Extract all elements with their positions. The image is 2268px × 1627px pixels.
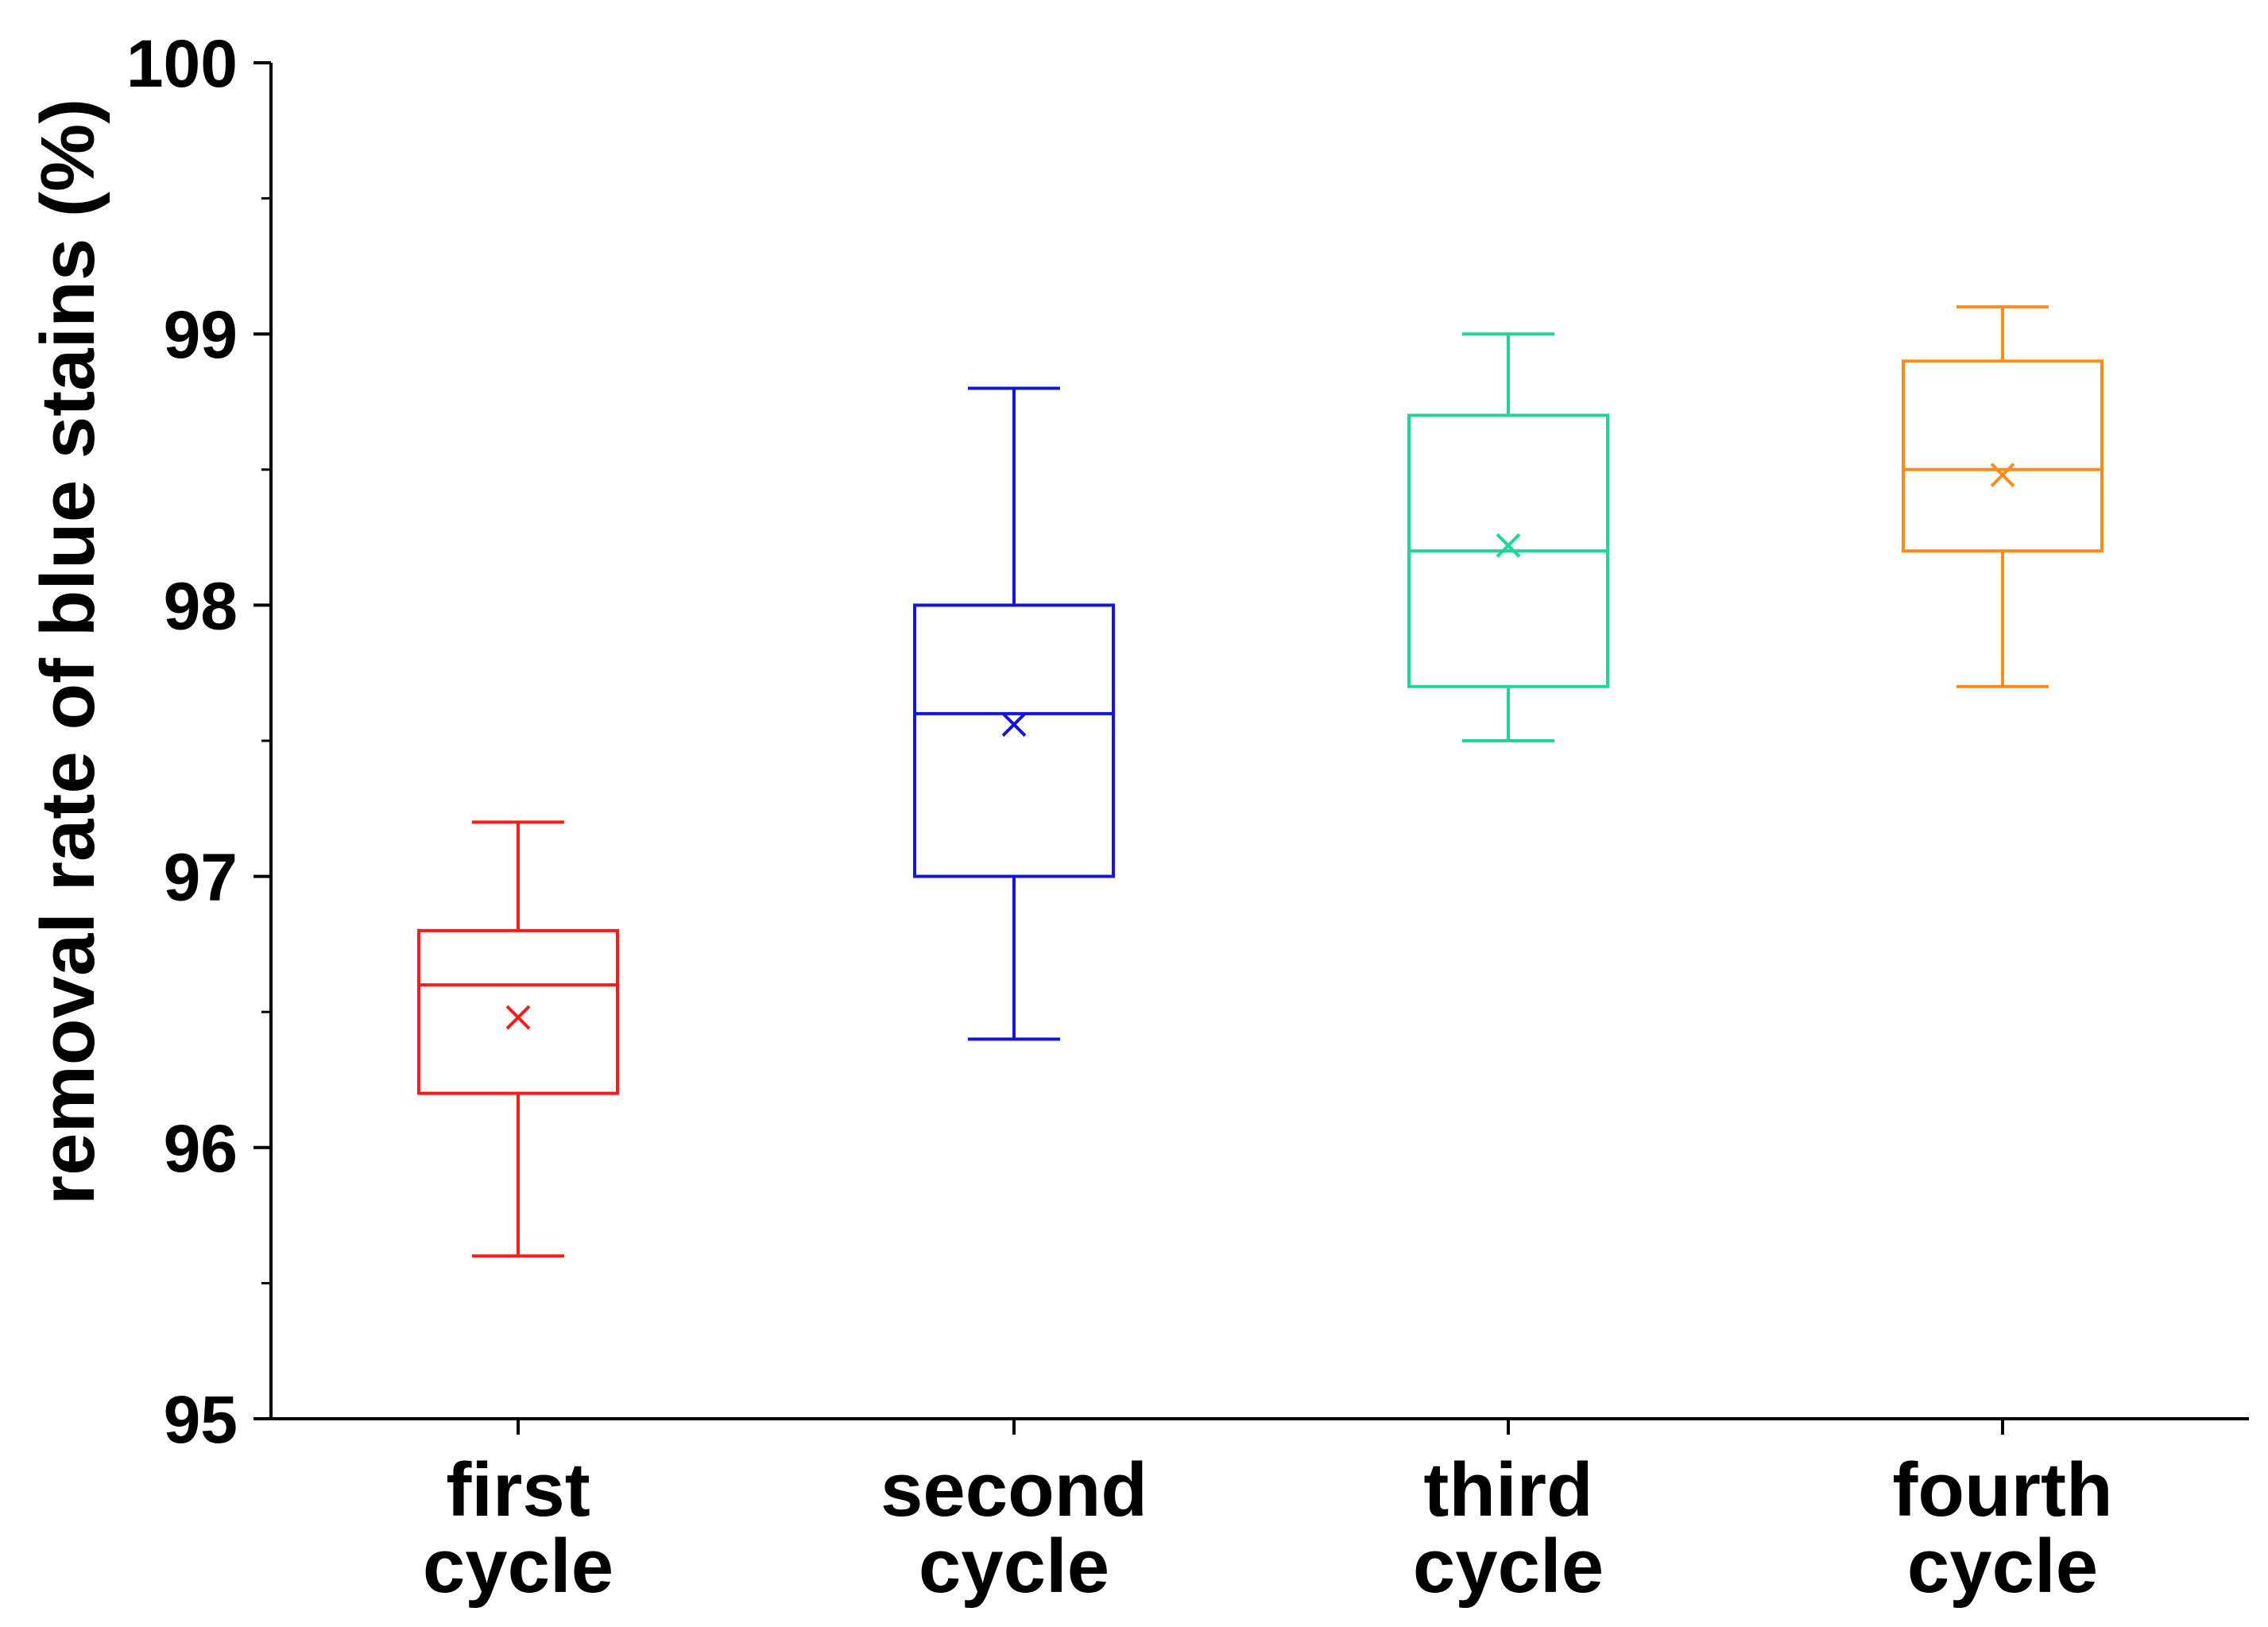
x-tick-label: cycle [423, 1524, 613, 1609]
mean-marker-stroke [1001, 712, 1027, 737]
y-tick-label: 96 [164, 1111, 238, 1186]
mean-marker [1496, 533, 1521, 558]
iqr-box [913, 603, 1115, 878]
x-tick-label: first [446, 1447, 590, 1532]
mean-marker [505, 1005, 531, 1030]
x-tick-label: fourth [1892, 1447, 2112, 1532]
y-tick-label: 99 [164, 297, 238, 372]
mean-marker-stroke [505, 1005, 531, 1030]
axes: 9596979899100firstcyclesecondcyclethirdc… [126, 26, 2249, 1609]
box-3 [1407, 332, 1609, 742]
box-series [417, 305, 2104, 1258]
box-4 [1902, 305, 2104, 688]
y-tick-label: 95 [164, 1382, 238, 1457]
x-tick-label: second [880, 1447, 1148, 1532]
y-tick-label: 98 [164, 568, 238, 643]
mean-marker [1990, 463, 2015, 488]
mean-marker [1001, 712, 1027, 737]
iqr-box [1902, 359, 2104, 553]
mean-marker-stroke [1496, 533, 1521, 558]
box-1 [417, 820, 619, 1258]
y-tick-label: 100 [126, 26, 238, 101]
x-tick-label: cycle [919, 1524, 1109, 1609]
box-2 [913, 386, 1115, 1041]
mean-marker-stroke [1990, 463, 2015, 488]
y-tick-label: 97 [164, 840, 238, 915]
x-tick-label: cycle [1907, 1524, 2098, 1609]
y-axis-title: removal rate of blue stains (%) [25, 99, 110, 1205]
iqr-box [417, 928, 619, 1095]
x-tick-label: cycle [1413, 1524, 1604, 1609]
x-tick-label: third [1423, 1447, 1593, 1532]
